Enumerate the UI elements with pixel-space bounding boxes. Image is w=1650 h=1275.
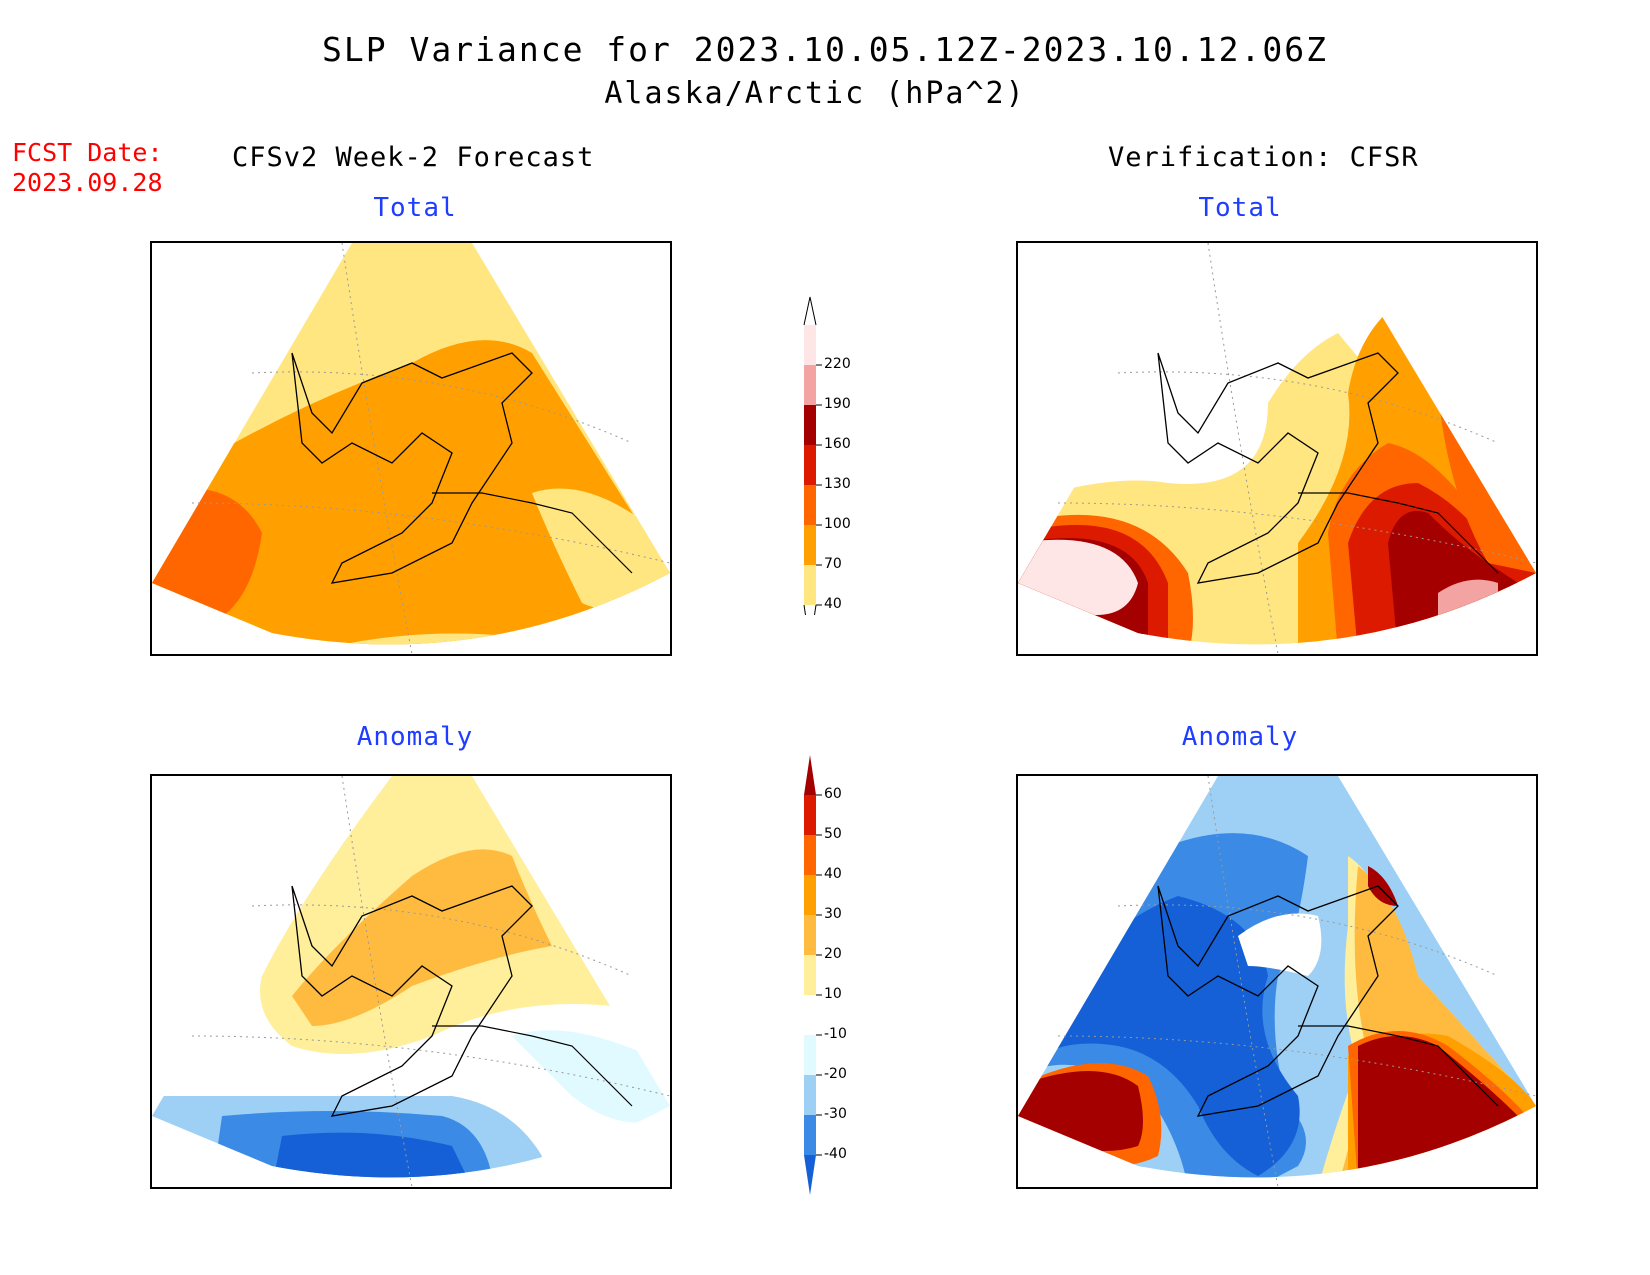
colorbar-swatch (804, 1115, 816, 1155)
colorbar-swatch (804, 995, 816, 1035)
map-verification-total (1016, 241, 1538, 656)
colorbar-swatch (804, 755, 816, 795)
forecast-total-label: Total (373, 193, 457, 223)
colorbar-tick-label: 10 (824, 986, 842, 1002)
map-forecast-anomaly (150, 774, 672, 1189)
colorbar-swatch (804, 1035, 816, 1075)
colorbar-tick-label: 70 (824, 556, 842, 572)
map-forecast-total (150, 241, 672, 656)
colorbar-swatch (804, 1075, 816, 1115)
colorbar-tick-label: -30 (824, 1106, 847, 1122)
verification-anomaly-label: Anomaly (1181, 722, 1299, 752)
verification-total-label: Total (1198, 193, 1282, 223)
colorbar-cap (803, 604, 817, 615)
colorbar-tick-label: 100 (824, 516, 851, 532)
colorbar-tick-label: 40 (824, 866, 842, 882)
colorbar-total: 220 190 160 130 100 70 40 (796, 285, 876, 615)
colorbar-swatch (804, 955, 816, 995)
colorbar-swatch (804, 565, 816, 605)
left-column-title: CFSv2 Week-2 Forecast (232, 142, 595, 173)
colorbar-swatch (804, 445, 816, 485)
colorbar-cap (803, 296, 817, 326)
forecast-date-value: 2023.09.28 (12, 168, 163, 197)
colorbar-swatch (804, 485, 816, 525)
colorbar-tick-label: 220 (824, 356, 851, 372)
right-column-title: Verification: CFSR (1108, 142, 1419, 173)
colorbar-swatch (804, 325, 816, 365)
colorbar-swatch (804, 1155, 816, 1195)
colorbar-tick-label: -40 (824, 1146, 847, 1162)
colorbar-swatch (804, 875, 816, 915)
colorbar-tick-label: 160 (824, 436, 851, 452)
colorbar-swatch (804, 525, 816, 565)
colorbar-tick-label: -20 (824, 1066, 847, 1082)
colorbar-swatch (804, 795, 816, 835)
colorbar-tick-label: 130 (824, 476, 851, 492)
colorbar-tick-label: 30 (824, 906, 842, 922)
colorbar-swatch (804, 835, 816, 875)
colorbar-total-scale (803, 296, 822, 615)
colorbar-tick-label: 40 (824, 596, 842, 612)
colorbar-swatch (804, 915, 816, 955)
colorbar-tick-label: 20 (824, 946, 842, 962)
colorbar-anomaly-scale (804, 755, 822, 1195)
main-title: SLP Variance for 2023.10.05.12Z-2023.10.… (322, 30, 1328, 69)
map-verification-anomaly (1016, 774, 1538, 1189)
colorbar-tick-label: -10 (824, 1026, 847, 1042)
forecast-date-block: FCST Date: 2023.09.28 (12, 138, 163, 198)
colorbar-swatch (804, 365, 816, 405)
colorbar-swatch (804, 405, 816, 445)
colorbar-tick-label: 60 (824, 786, 842, 802)
colorbar-tick-label: 50 (824, 826, 842, 842)
main-subtitle: Alaska/Arctic (hPa^2) (604, 76, 1026, 111)
forecast-anomaly-label: Anomaly (356, 722, 474, 752)
colorbar-tick-label: 190 (824, 396, 851, 412)
forecast-date-label: FCST Date: (12, 138, 163, 167)
colorbar-anomaly: 60 50 40 30 20 10 -10 -20 -30 -40 (796, 755, 876, 1205)
